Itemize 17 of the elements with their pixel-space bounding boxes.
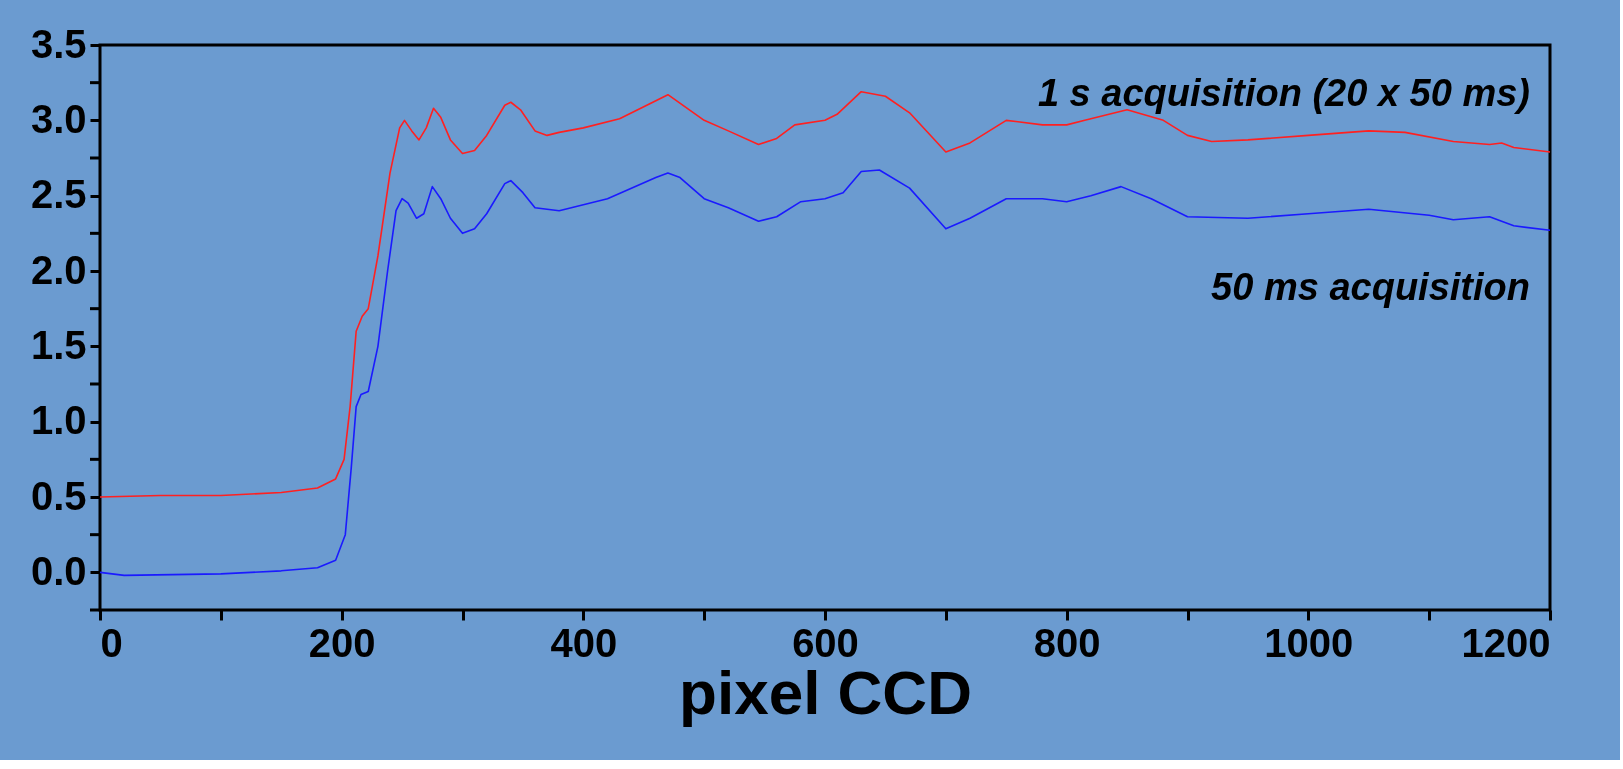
y-tick-label: 3.0: [30, 96, 87, 141]
y-tick-label: 0.0: [30, 548, 87, 593]
x-tick-label: 200: [308, 620, 376, 665]
series-label: 50 ms acquisition: [1211, 266, 1530, 309]
y-tick-label: 3.5: [30, 21, 87, 66]
y-tick-label: 1.0: [30, 398, 87, 443]
y-tick-label: 0.5: [30, 473, 87, 518]
x-tick-label: 0: [100, 620, 123, 665]
series-label: 1 s acquisition (20 x 50 ms): [1037, 71, 1530, 114]
y-tick-label: 1.5: [30, 322, 87, 367]
y-tick-label: 2.5: [30, 172, 87, 217]
x-tick-label: 400: [550, 620, 618, 665]
x-tick-label: 1000: [1264, 620, 1354, 665]
y-tick-label: 2.0: [30, 247, 87, 292]
x-tick-label: 800: [1033, 620, 1101, 665]
x-tick-label: 1200: [1461, 620, 1551, 665]
line-series: [99, 169, 1551, 577]
